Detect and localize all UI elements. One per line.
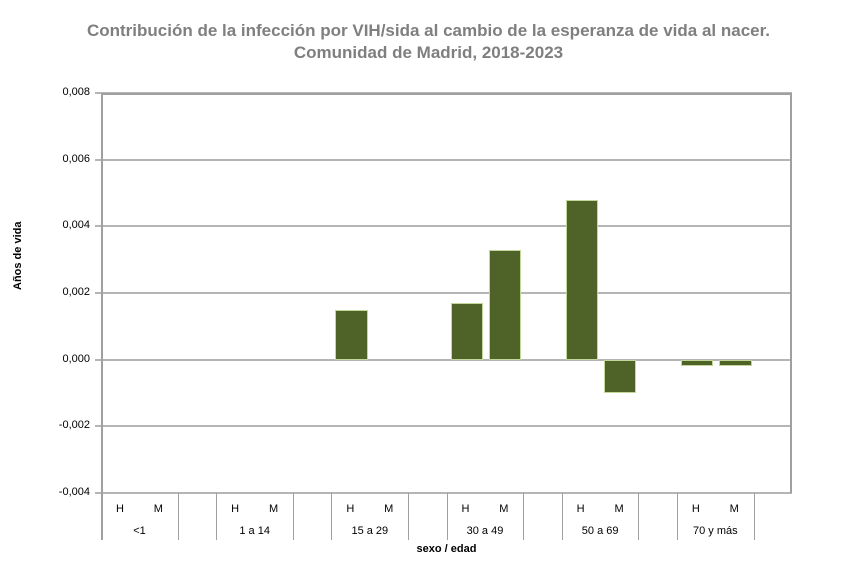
title-line-2: Comunidad de Madrid, 2018-2023 — [293, 43, 564, 62]
x-separator — [446, 493, 448, 540]
x-separator — [753, 493, 755, 540]
y-axis-line — [101, 93, 103, 540]
x-tick-sex: H — [231, 503, 240, 515]
x-tick-group: 15 a 29 — [351, 525, 389, 537]
gridline — [95, 225, 792, 228]
x-tick-sex: M — [729, 503, 739, 515]
y-tick-label: -0,002 — [58, 419, 90, 432]
bar — [680, 359, 714, 367]
gridline — [95, 292, 792, 294]
y-axis-label: Años de vida — [12, 221, 24, 290]
x-tick-sex: M — [614, 503, 624, 515]
x-tick-group: 30 a 49 — [466, 525, 504, 537]
bar — [450, 303, 483, 360]
x-tick-group: 70 y más — [693, 525, 738, 537]
x-separator — [408, 493, 410, 540]
x-tick-group: 1 a 14 — [239, 525, 270, 537]
gridline — [95, 158, 792, 161]
x-tick-group: 50 a 69 — [581, 525, 619, 537]
x-tick-sex: H — [691, 503, 700, 515]
x-axis-label: sexo / edad — [416, 543, 477, 555]
title-line-1: Contribución de la infección por VIH/sid… — [86, 21, 771, 40]
x-separator — [292, 493, 294, 540]
bar — [335, 309, 368, 360]
x-tick-sex: M — [268, 503, 279, 515]
y-tick-label: 0,006 — [62, 152, 90, 165]
y-tick-label: 0,000 — [62, 352, 90, 365]
x-separator — [638, 493, 640, 540]
x-tick-group: <1 — [133, 525, 146, 537]
bar — [488, 249, 522, 360]
x-separator — [331, 493, 333, 540]
gridline — [95, 425, 792, 428]
x-tick-sex: M — [499, 503, 509, 515]
x-tick-sex: H — [576, 503, 585, 515]
x-separator — [177, 493, 179, 540]
y-tick-label: -0,004 — [58, 486, 90, 498]
gridline — [95, 358, 792, 361]
y-tick-label: 0,008 — [62, 86, 90, 98]
y-tick-label: 0,002 — [62, 286, 90, 298]
y-tick-label: 0,004 — [62, 219, 90, 232]
x-separator — [523, 493, 525, 540]
bar — [565, 199, 599, 360]
x-separator — [561, 493, 563, 540]
x-tick-sex: M — [384, 503, 394, 515]
bar — [604, 359, 637, 393]
x-tick-sex: H — [346, 503, 355, 515]
x-separator — [216, 493, 218, 540]
bar — [719, 359, 752, 367]
gridline — [95, 492, 792, 494]
x-tick-sex: H — [116, 503, 124, 515]
x-separator — [676, 493, 678, 540]
x-tick-sex: H — [461, 503, 470, 515]
x-tick-sex: M — [153, 503, 163, 515]
chart-title: Contribución de la infección por VIH/sid… — [0, 20, 857, 64]
plot-frame — [101, 93, 792, 493]
